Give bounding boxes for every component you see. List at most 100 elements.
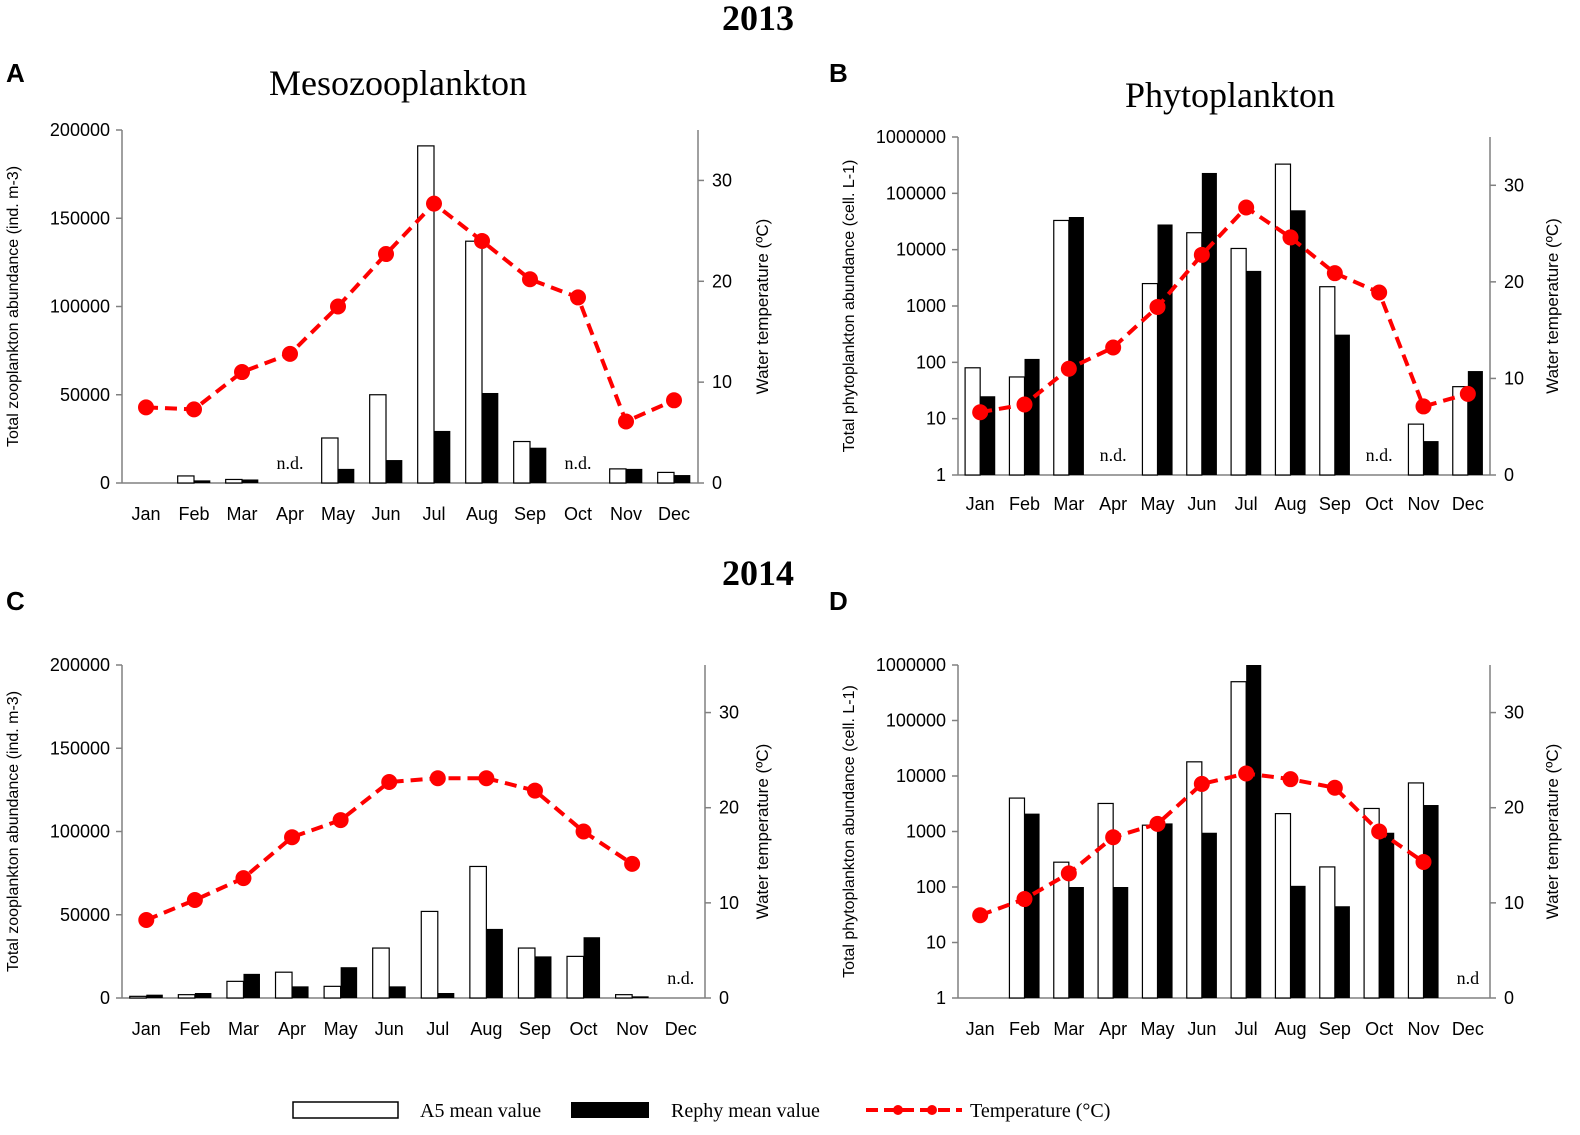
bar-rephy [1024, 813, 1040, 998]
panel-c-chart: 0 50000 100000 150000 200000 0 10 20 30 Total zoo… [5, 655, 772, 1039]
temperature-point [522, 271, 538, 288]
y2-tick-label: 20 [1504, 272, 1524, 292]
bar-rephy [626, 468, 643, 483]
bar-rephy [1423, 441, 1439, 475]
bar-a5 [1053, 219, 1070, 476]
y2-tick-label: 0 [719, 988, 729, 1008]
bar-a5 [177, 994, 196, 999]
x-tick-label: Aug [1274, 1019, 1306, 1039]
nd-label: n.d. [1100, 445, 1127, 465]
bar-rephy [389, 986, 406, 998]
y-tick-label: 10 [926, 933, 946, 953]
temperature-line [979, 771, 1425, 918]
temperature-point [1149, 298, 1166, 315]
bar-a5 [274, 971, 293, 999]
x-tick-label: Aug [466, 504, 498, 524]
panel-letter-b: B [829, 58, 848, 88]
bar-rephy [1290, 210, 1306, 475]
year-title-2014: 2014 [722, 553, 794, 593]
temperature-point [1238, 765, 1255, 782]
temperature-line [145, 776, 634, 922]
x-tick-label: Jul [1235, 494, 1258, 514]
y2-tick-label: 30 [712, 170, 732, 190]
y2-tick-label: 20 [712, 271, 732, 291]
panel-letter-c: C [6, 586, 25, 616]
temperature-point [1326, 779, 1343, 796]
temperature-point [575, 823, 592, 840]
y2-tick-label: 0 [712, 473, 722, 493]
bar-rephy [583, 937, 601, 998]
bar-rephy [1201, 172, 1217, 475]
bar-a5 [1319, 866, 1336, 999]
y-tick-label: 150000 [50, 208, 110, 228]
x-tick-label: Sep [519, 1019, 551, 1039]
y-tick-label: 50000 [60, 385, 110, 405]
bar-rephy [486, 928, 503, 998]
bar-rephy [1423, 805, 1439, 998]
temperature-point [1282, 229, 1299, 246]
y-axis-label: Total zooplankton abundance (ind. m-3) [5, 691, 22, 972]
temperature-point [1415, 853, 1432, 870]
temperature-point [1238, 199, 1255, 216]
temperature-point [1016, 891, 1033, 908]
y2-axis-label: Water temperature (ºC) [753, 219, 772, 395]
temperature-point [378, 246, 394, 263]
y-tick-label: 100000 [50, 297, 110, 317]
bar-rephy [632, 996, 649, 998]
temperature-point [1193, 775, 1210, 792]
bar-a5 [1274, 163, 1292, 476]
bar-a5 [1230, 247, 1247, 476]
y2-tick-label: 10 [712, 372, 732, 392]
x-tick-label: Jul [422, 504, 445, 524]
legend-temp-marker [927, 1105, 937, 1115]
y-tick-label: 1000000 [876, 655, 946, 675]
bar-rephy [530, 447, 547, 483]
y2-tick-label: 10 [1504, 893, 1524, 913]
x-tick-label: Jun [375, 1019, 404, 1039]
x-tick-label: Oct [570, 1019, 598, 1039]
y-tick-label: 1000 [906, 296, 946, 316]
temperature-point [1459, 385, 1476, 402]
x-tick-label: Sep [514, 504, 546, 524]
x-tick-label: Mar [1053, 1019, 1084, 1039]
temperature-point [429, 770, 446, 787]
y2-tick-label: 20 [1504, 798, 1524, 818]
bar-a5 [417, 145, 435, 484]
temperature-point [284, 829, 301, 846]
bar-rephy [1246, 665, 1262, 998]
bar-a5 [177, 475, 195, 484]
y-tick-label: 100 [916, 877, 946, 897]
bar-a5 [657, 471, 675, 484]
bar-rephy [434, 430, 451, 483]
temperature-point [618, 413, 634, 430]
x-tick-label: Apr [1099, 1019, 1127, 1039]
bar-a5 [1008, 376, 1026, 476]
bar-rephy [1024, 358, 1040, 475]
y2-tick-label: 10 [719, 893, 739, 913]
y-axis-label: Total zooplankton abundance (ind. m-3) [5, 166, 22, 447]
bar-a5 [372, 947, 390, 999]
x-tick-label: Nov [1407, 494, 1439, 514]
bar-a5 [225, 478, 243, 484]
temperature-point [138, 399, 154, 416]
nd-label: n.d. [565, 453, 592, 473]
temperature-point [381, 774, 398, 791]
bar-rephy [146, 994, 163, 998]
x-tick-label: Jan [966, 494, 995, 514]
temperature-point [666, 392, 682, 409]
nd-label: n.d. [277, 453, 304, 473]
panel-a-chart: 0 50000 100000 150000 200000 0 10 20 30 Total zoo… [5, 120, 772, 524]
bar-a5 [1407, 782, 1425, 999]
bar-rephy [1068, 217, 1084, 475]
bar-a5 [1230, 681, 1247, 999]
y2-tick-label: 30 [1504, 175, 1524, 195]
legend-temp-marker [893, 1105, 903, 1115]
x-tick-label: Jul [1235, 1019, 1258, 1039]
legend-a5-label: A5 mean value [420, 1100, 541, 1122]
bar-rephy [1068, 887, 1084, 998]
temperature-point [972, 907, 989, 924]
x-tick-label: Mar [1053, 494, 1084, 514]
temperature-point [478, 770, 495, 787]
x-tick-label: Aug [1274, 494, 1306, 514]
bar-rephy [437, 993, 455, 998]
